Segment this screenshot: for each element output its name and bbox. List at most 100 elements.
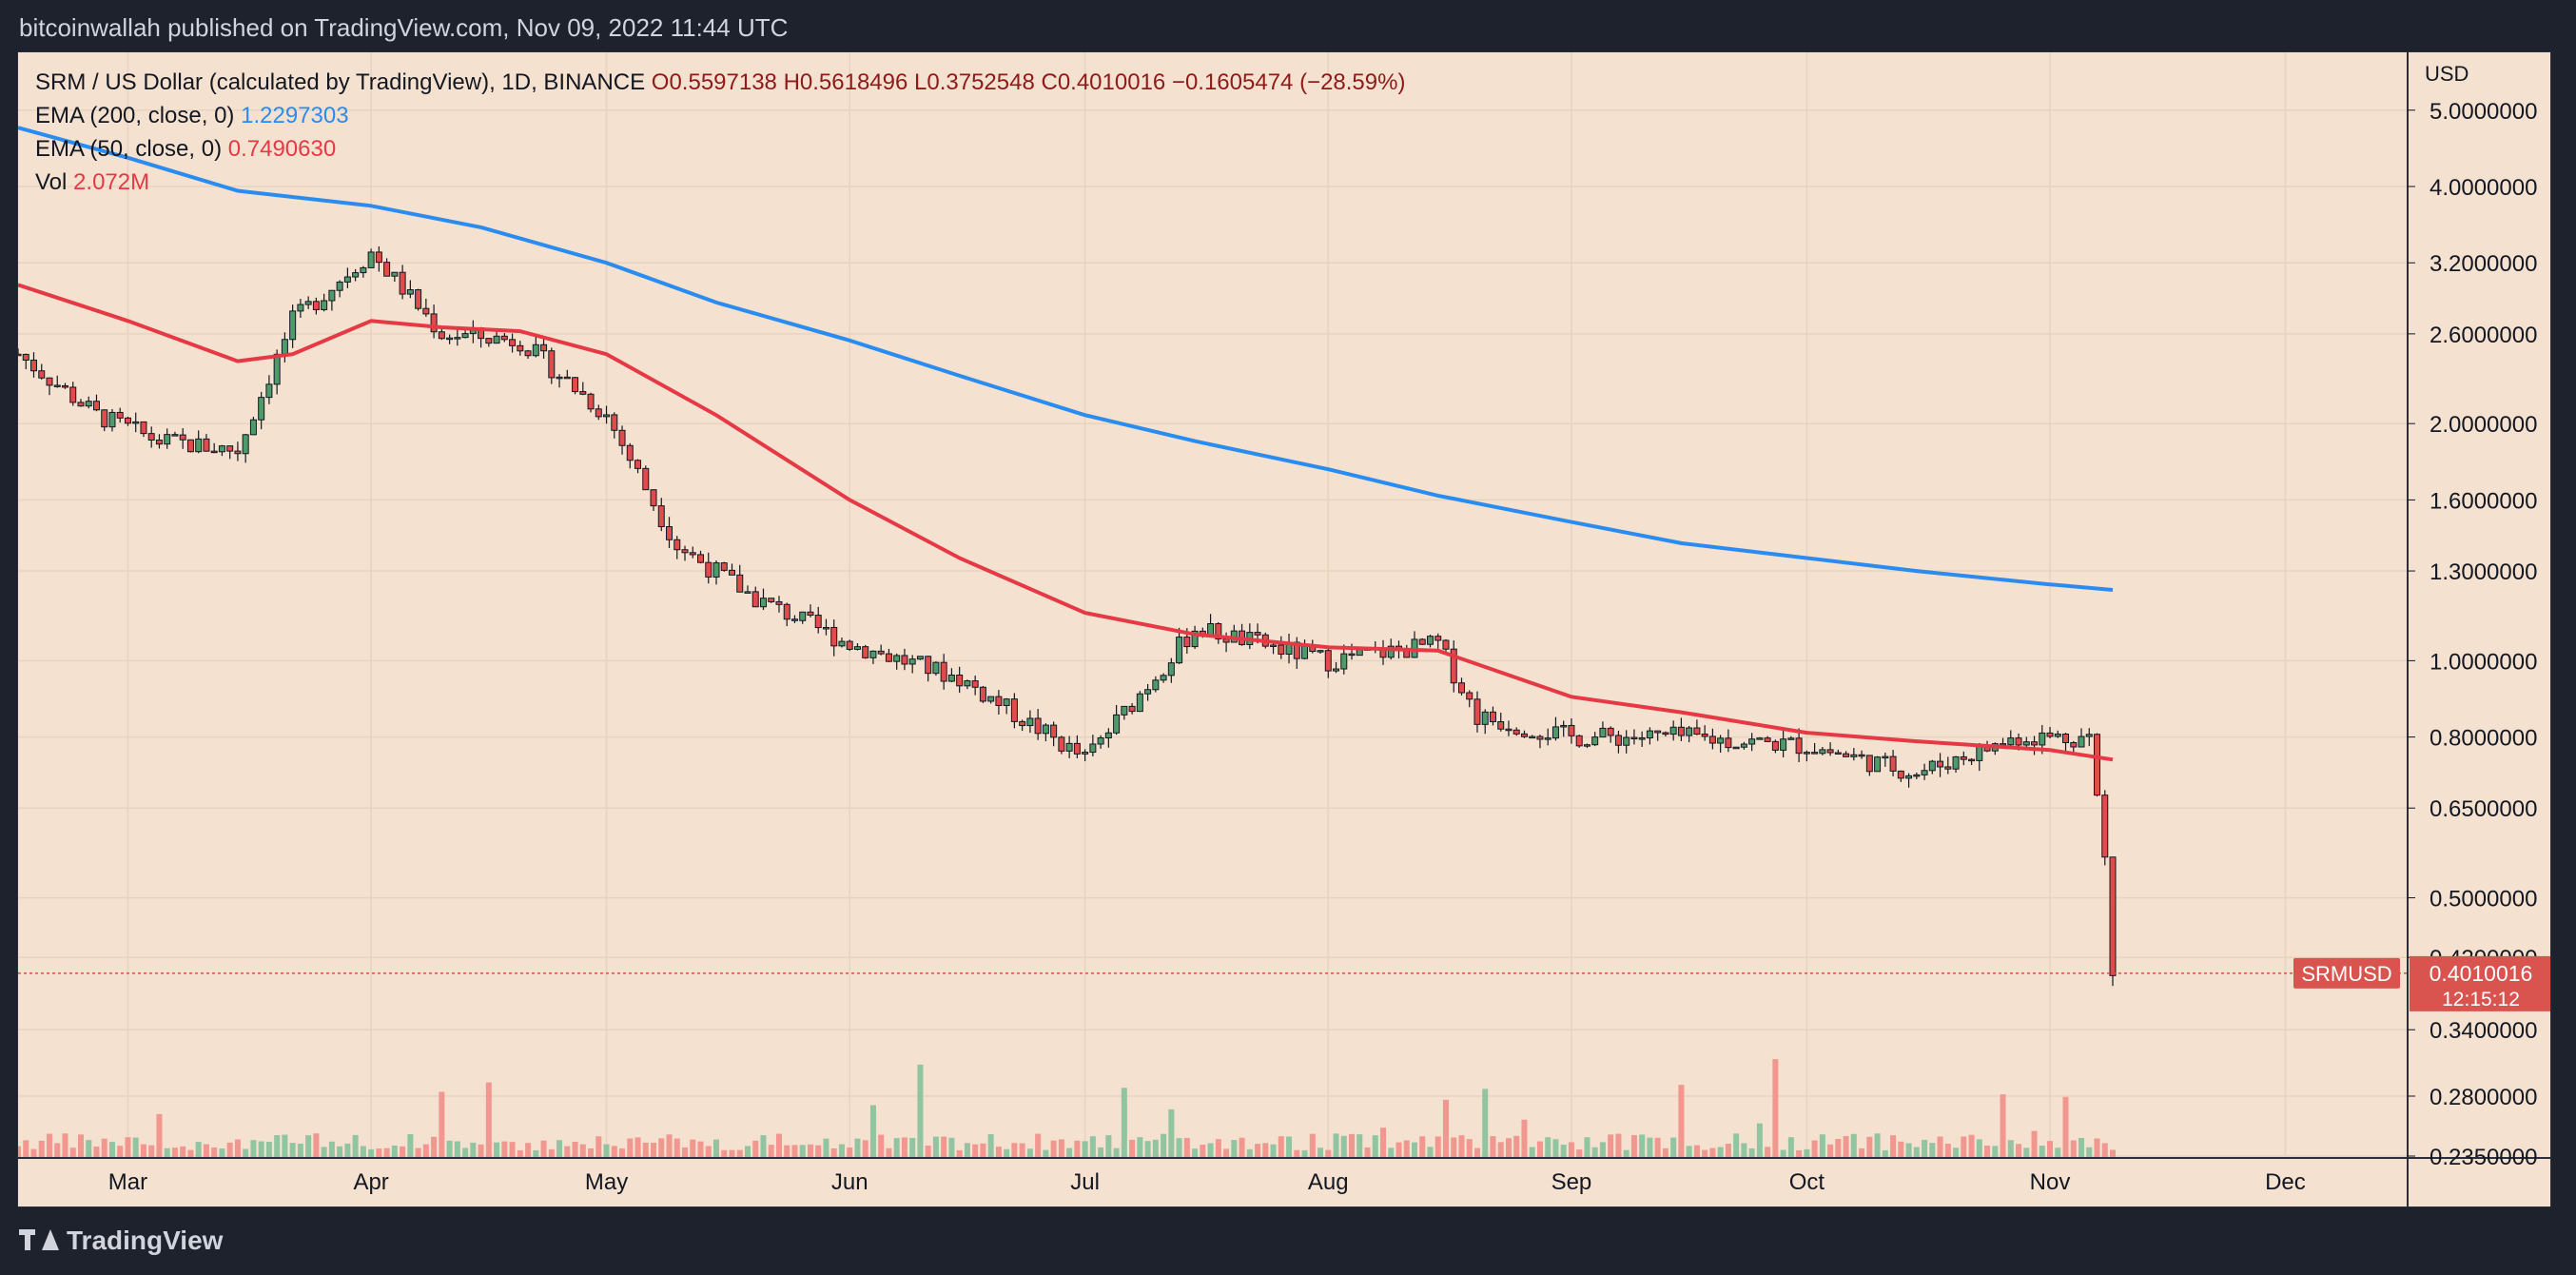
ema200-line [18,126,2114,592]
candle-body [203,438,210,452]
volume-bar [2070,1140,2077,1158]
candle-body [415,289,422,309]
volume-bar [564,1146,571,1158]
volume-bar [2078,1137,2085,1158]
candle-body [1278,644,1285,656]
volume-bar [1741,1143,1747,1158]
price-tick-label: 0.6500000 [2430,796,2537,822]
volume-bar [337,1146,343,1158]
price-chart[interactable]: USD 5.0000000 4.0000000 3.2000000 2.6000000 2… [18,52,2551,1207]
volume-bar [588,1148,595,1158]
price-tick-label: 0.3400000 [2430,1018,2537,1044]
candle-body [297,304,304,312]
volume-bar [1591,1147,1598,1158]
ema50-label[interactable]: EMA (50, close, 0) [35,136,223,162]
volume-bar [1859,1148,1865,1158]
candle-body [438,331,445,340]
candle-body [885,653,892,662]
candle-body [1301,645,1309,659]
volume-bar [1129,1139,1136,1158]
candle-body [242,434,249,455]
volume-bar [1325,1149,1332,1158]
volume-bar [909,1137,916,1158]
volume-bar [422,1144,429,1158]
volume-bar [462,1148,469,1158]
candle-body [712,562,720,578]
candle-body [1725,737,1732,749]
volume-bar [1458,1135,1465,1158]
candle-body [603,414,611,418]
candle-body [2101,794,2109,858]
candle-body [304,301,312,305]
volume-bar [1772,1059,1779,1158]
volume-bar [1890,1135,1897,1158]
ema200-label[interactable]: EMA (200, close, 0) [35,103,235,128]
volume-bar [1207,1143,1214,1158]
candle-body [343,276,351,283]
volume-bar [46,1133,52,1158]
candle-body [1701,733,1708,737]
grid-lines [18,52,2408,1158]
volume-bar [1505,1138,1512,1158]
candle-body [1952,755,1960,770]
volume-bar [1309,1133,1316,1158]
time-tick-label: Mar [108,1169,147,1195]
chart-frame[interactable]: USD 5.0000000 4.0000000 3.2000000 2.6000000 2… [17,51,2551,1207]
candle-body [1473,698,1481,725]
candle-body [1512,729,1520,735]
volume-bar [148,1145,155,1158]
candle-body [1630,736,1638,740]
candle-body [1082,752,1089,755]
candle-body [673,539,681,551]
volume-bar [391,1145,398,1158]
footer-brand[interactable]: TradingView [19,1226,223,1256]
candle-body [877,650,885,655]
volume-bar [1937,1136,1943,1158]
candle-body [77,402,85,407]
candle-body [1787,737,1795,740]
ohlc-values: O0.5597138 H0.5618496 L0.3752548 C0.4010… [651,69,1406,95]
volume-bar [1089,1136,1096,1158]
volume-bar [1552,1139,1559,1158]
volume-bar [234,1139,241,1158]
volume-bar [1200,1145,1206,1158]
candle-body [517,344,524,352]
candle-body [642,467,650,491]
volume-bar [611,1146,617,1158]
candle-body [947,674,955,682]
volume-bar [1787,1137,1794,1158]
candle-body [1270,644,1278,647]
volume-bar [956,1149,963,1158]
volume-bar [1380,1128,1387,1158]
volume-bar [941,1136,947,1158]
volume-bar [344,1143,351,1158]
volume-bar [1905,1143,1912,1158]
volume-bar [823,1138,829,1158]
candle-body [964,680,971,687]
volume-bar [1992,1146,1999,1158]
volume-bar [62,1133,68,1158]
volume-bar [1286,1136,1293,1158]
volume-bar [415,1148,421,1158]
candle-body [1913,774,1921,777]
candle-body [830,626,838,647]
volume-label[interactable]: Vol [35,169,68,195]
candle-body [995,696,1003,706]
candle-body [979,686,986,702]
candle-body [186,439,194,453]
volume-bar [1529,1147,1535,1158]
volume-bar [595,1136,602,1158]
volume-bar [431,1136,438,1158]
price-tick-label: 0.8000000 [2430,726,2537,752]
candle-body [681,549,689,554]
symbol-title[interactable]: SRM / US Dollar (calculated by TradingVi… [35,69,646,95]
candle-body [1387,645,1395,658]
candle-body [399,271,406,295]
candle-body [1481,711,1489,725]
volume-bar [1043,1149,1049,1158]
volume-bar [1725,1144,1731,1158]
candle-body [689,552,696,556]
volume-bar [470,1142,477,1158]
candle-body [862,646,869,658]
candle-body [846,640,853,650]
